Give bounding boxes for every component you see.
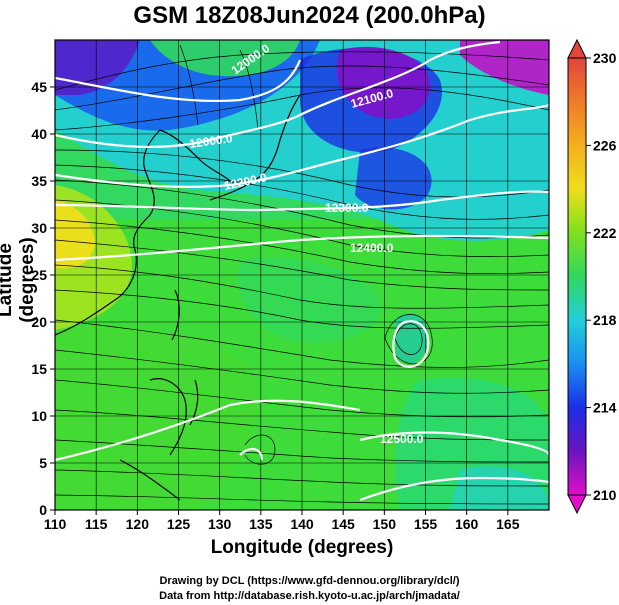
x-tick-label: 130 [208,516,232,532]
colorbar-tick-label: 218 [593,312,617,328]
y-tick-label: 35 [31,173,47,189]
x-tick-label: 140 [290,516,314,532]
y-tick-label: 45 [31,79,47,95]
y-axis-label: Latitude (degrees) [0,237,38,323]
colorbar-gradient [567,57,587,496]
x-tick-label: 120 [126,516,150,532]
colorbar-tick-label: 230 [593,50,617,66]
y-tick-label: 20 [31,314,47,330]
credit-drawing: Drawing by DCL (https://www.gfd-dennou.o… [159,575,460,587]
x-tick-label: 115 [85,516,108,532]
credit-data: Data from http://database.rish.kyoto-u.a… [159,590,460,602]
x-axis-ticks: 110 115 120 125 130 135 140 145 150 155 160 165 [44,510,520,532]
x-tick-label: 165 [496,516,520,532]
y-tick-label: 25 [31,267,47,283]
colorbar-tick-label: 222 [593,225,617,241]
colorbar-top-arrow [567,38,587,59]
y-tick-label: 5 [39,455,47,471]
colorbar-bottom-arrow [567,494,587,515]
y-tick-label: 10 [31,408,47,424]
x-tick-label: 110 [44,516,67,532]
x-tick-label: 135 [249,516,273,532]
contour-label: 12500.0 [380,432,424,446]
y-tick-label: 15 [31,361,47,377]
y-axis-ticks: 0 5 10 15 20 25 30 35 40 45 [31,79,55,518]
x-tick-label: 145 [331,516,355,532]
colorbar-tick-label: 214 [593,400,617,416]
colorbar-tick-label: 226 [593,137,617,153]
contour-label: 12000.0 [188,131,233,151]
height-contours [55,40,549,502]
x-tick-label: 150 [373,516,397,532]
colorbar-tick-label: 210 [593,487,617,503]
x-tick-label: 155 [414,516,438,532]
contour-label: 12400.0 [350,241,394,255]
x-tick-label: 160 [455,516,479,532]
colorbar: 230 226 222 218 214 210 [567,38,617,515]
contour-label: 12300.0 [325,201,369,215]
map-title: GSM 18Z08Jun2024 (200.0hPa) [133,2,486,29]
x-tick-label: 125 [167,516,191,532]
y-tick-label: 40 [31,126,47,142]
y-tick-label: 30 [31,220,47,236]
y-tick-label: 0 [39,502,47,518]
x-axis-label: Longitude (degrees) [210,537,394,558]
